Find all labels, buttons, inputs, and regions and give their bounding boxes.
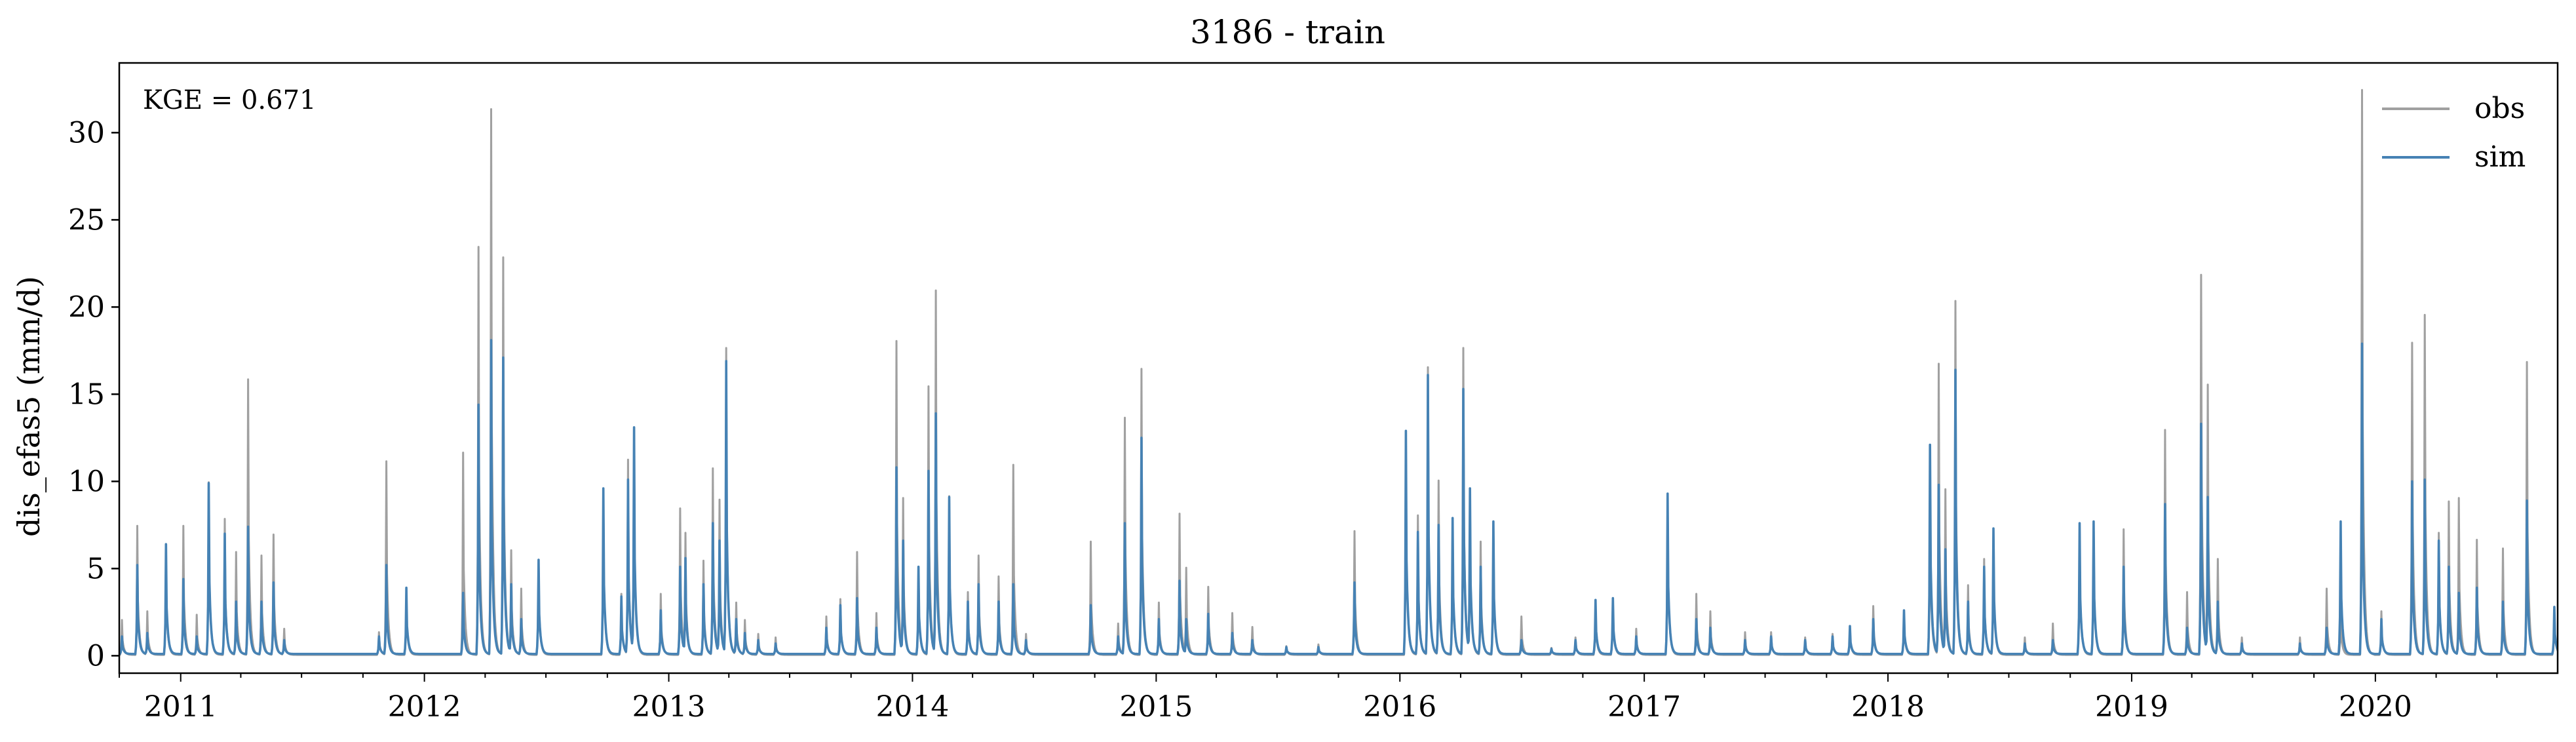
plot-frame [118, 62, 2559, 674]
series-line-sim [119, 339, 2558, 655]
chart-title: 3186 - train [1190, 13, 1385, 51]
x-tick-label: 2011 [144, 690, 218, 724]
x-tick-label: 2020 [2339, 690, 2412, 724]
legend-label-sim: sim [2474, 140, 2526, 174]
x-tick-label: 2018 [1851, 690, 1925, 724]
y-tick-label: 0 [87, 639, 105, 673]
plot-area [119, 88, 2558, 656]
legend: obs sim [2382, 92, 2526, 174]
y-tick-label: 10 [68, 465, 105, 498]
x-axis: 2011 2012 2013 2014 2015 2016 2017 2018 2019 2020 [119, 673, 2498, 724]
y-tick-label: 15 [68, 378, 105, 411]
kge-annotation: KGE = 0.671 [143, 85, 317, 115]
series-line-obs [119, 88, 2558, 656]
x-tick-label: 2016 [1363, 690, 1436, 724]
y-axis: 0 5 10 15 20 25 30 [68, 116, 119, 673]
y-tick-label: 20 [68, 290, 105, 324]
x-tick-label: 2014 [875, 690, 949, 724]
y-tick-label: 25 [68, 203, 105, 237]
x-tick-label: 2012 [388, 690, 461, 724]
x-tick-label: 2013 [632, 690, 706, 724]
y-tick-label: 5 [87, 552, 105, 585]
x-tick-label: 2017 [1607, 690, 1681, 724]
x-tick-label: 2015 [1119, 690, 1193, 724]
legend-label-obs: obs [2474, 92, 2525, 125]
y-axis-label: dis_efas5 (mm/d) [11, 276, 47, 537]
x-tick-label: 2019 [2095, 690, 2168, 724]
y-tick-label: 30 [68, 116, 105, 149]
